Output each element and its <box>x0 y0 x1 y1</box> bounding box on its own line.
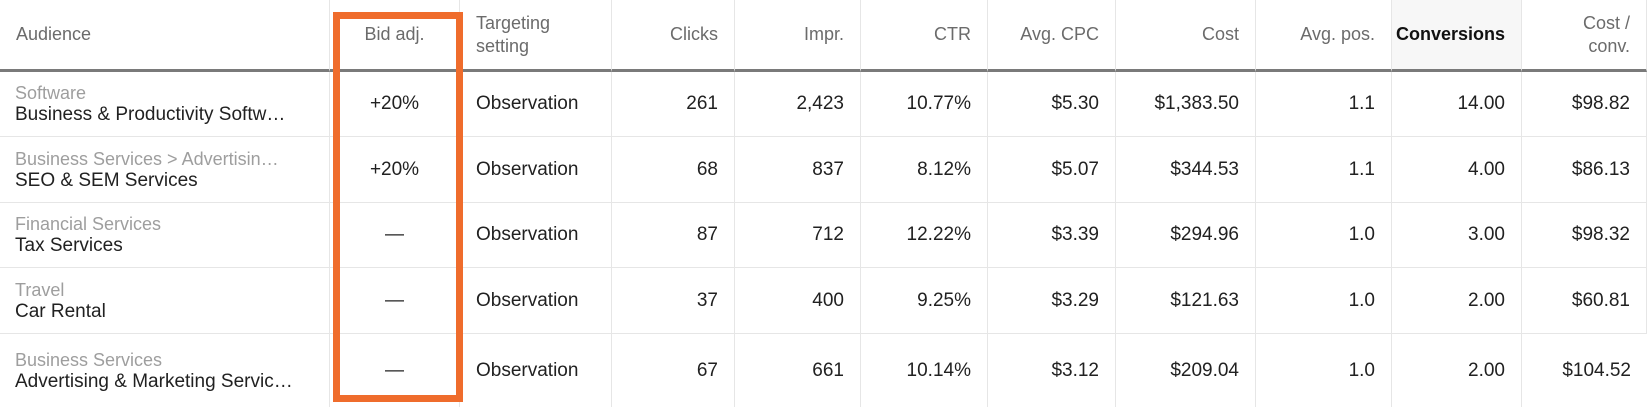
header-cost-per-conv[interactable]: Cost / conv. <box>1522 0 1647 72</box>
conversions-cell: 14.00 <box>1392 72 1522 137</box>
targeting-cell: Observation <box>460 137 612 203</box>
bid-adj-cell[interactable]: +20% <box>330 137 460 203</box>
audience-category: Travel <box>15 279 65 300</box>
clicks-cell: 261 <box>612 72 735 137</box>
conversions-cell: 3.00 <box>1392 203 1522 268</box>
bid-adj-cell[interactable]: — <box>330 268 460 334</box>
audience-name: Car Rental <box>15 300 106 322</box>
ctr-cell: 9.25% <box>861 268 988 334</box>
avg-pos-cell: 1.0 <box>1256 268 1392 334</box>
bid-adj-cell[interactable]: +20% <box>330 72 460 137</box>
clicks-cell: 37 <box>612 268 735 334</box>
clicks-cell: 87 <box>612 203 735 268</box>
avg-cpc-cell: $5.30 <box>988 72 1116 137</box>
header-conversions[interactable]: Conversions <box>1392 0 1522 72</box>
cost-cell: $344.53 <box>1116 137 1256 203</box>
header-audience[interactable]: Audience <box>0 0 330 72</box>
cost-per-conv-cell: $86.13 <box>1522 137 1647 203</box>
ctr-cell: 12.22% <box>861 203 988 268</box>
impr-cell: 2,423 <box>735 72 861 137</box>
impr-cell: 400 <box>735 268 861 334</box>
avg-cpc-cell: $5.07 <box>988 137 1116 203</box>
cost-cell: $209.04 <box>1116 334 1256 407</box>
avg-pos-cell: 1.1 <box>1256 137 1392 203</box>
conversions-cell: 4.00 <box>1392 137 1522 203</box>
clicks-cell: 67 <box>612 334 735 407</box>
cost-cell: $294.96 <box>1116 203 1256 268</box>
clicks-cell: 68 <box>612 137 735 203</box>
header-avg-pos[interactable]: Avg. pos. <box>1256 0 1392 72</box>
avg-pos-cell: 1.0 <box>1256 203 1392 268</box>
header-targeting-setting[interactable]: Targeting setting <box>460 0 612 72</box>
impr-cell: 661 <box>735 334 861 407</box>
header-clicks[interactable]: Clicks <box>612 0 735 72</box>
table-row-audience[interactable]: Business Services Advertising & Marketin… <box>0 334 330 407</box>
table-row-audience[interactable]: Business Services > Advertisin… SEO & SE… <box>0 137 330 203</box>
table-row-audience[interactable]: Travel Car Rental <box>0 268 330 334</box>
targeting-cell: Observation <box>460 203 612 268</box>
header-impr[interactable]: Impr. <box>735 0 861 72</box>
header-ctr[interactable]: CTR <box>861 0 988 72</box>
ctr-cell: 10.77% <box>861 72 988 137</box>
header-bid-adj[interactable]: Bid adj. <box>330 0 460 72</box>
audience-name: SEO & SEM Services <box>15 169 198 191</box>
audience-name: Advertising & Marketing Servic… <box>15 370 293 392</box>
audience-category: Business Services > Advertisin… <box>15 148 279 169</box>
cost-per-conv-cell: $60.81 <box>1522 268 1647 334</box>
targeting-cell: Observation <box>460 334 612 407</box>
cost-cell: $1,383.50 <box>1116 72 1256 137</box>
targeting-cell: Observation <box>460 268 612 334</box>
audience-name: Tax Services <box>15 235 123 256</box>
bid-adj-cell[interactable]: — <box>330 203 460 268</box>
audience-category: Business Services <box>15 349 163 370</box>
avg-cpc-cell: $3.39 <box>988 203 1116 268</box>
avg-pos-cell: 1.0 <box>1256 334 1392 407</box>
audience-name: Business & Productivity Softw… <box>15 104 286 125</box>
cost-per-conv-cell: $104.52 <box>1562 359 1631 381</box>
header-cost-per-conv-label: Cost / conv. <box>1582 12 1630 56</box>
targeting-cell: Observation <box>460 72 612 137</box>
avg-cpc-cell: $3.12 <box>988 334 1116 407</box>
impr-cell: 712 <box>735 203 861 268</box>
header-targeting-setting-label: Targeting setting <box>476 12 551 56</box>
header-cost[interactable]: Cost <box>1116 0 1256 72</box>
audience-category: Software <box>15 83 87 103</box>
bid-adj-cell[interactable]: — <box>330 334 460 407</box>
avg-pos-cell: 1.1 <box>1256 72 1392 137</box>
table-row-audience[interactable]: Software Business & Productivity Softw… <box>0 72 330 137</box>
ctr-cell: 10.14% <box>861 334 988 407</box>
header-avg-cpc[interactable]: Avg. CPC <box>988 0 1116 72</box>
table-row-audience[interactable]: Financial Services Tax Services <box>0 203 330 268</box>
audience-category: Financial Services <box>15 214 162 234</box>
ctr-cell: 8.12% <box>861 137 988 203</box>
cost-per-conv-cell: $98.82 <box>1522 72 1647 137</box>
impr-cell: 837 <box>735 137 861 203</box>
cost-cell: $121.63 <box>1116 268 1256 334</box>
cost-per-conv-cell: $98.32 <box>1522 203 1647 268</box>
conversions-cell: 2.00 <box>1392 268 1522 334</box>
conversions-cell: 2.00 <box>1392 334 1522 407</box>
avg-cpc-cell: $3.29 <box>988 268 1116 334</box>
